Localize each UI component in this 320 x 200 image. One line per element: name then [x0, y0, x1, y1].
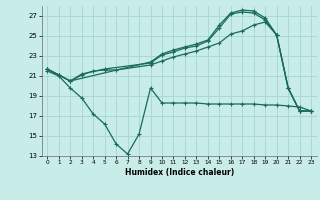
X-axis label: Humidex (Indice chaleur): Humidex (Indice chaleur) — [124, 168, 234, 177]
